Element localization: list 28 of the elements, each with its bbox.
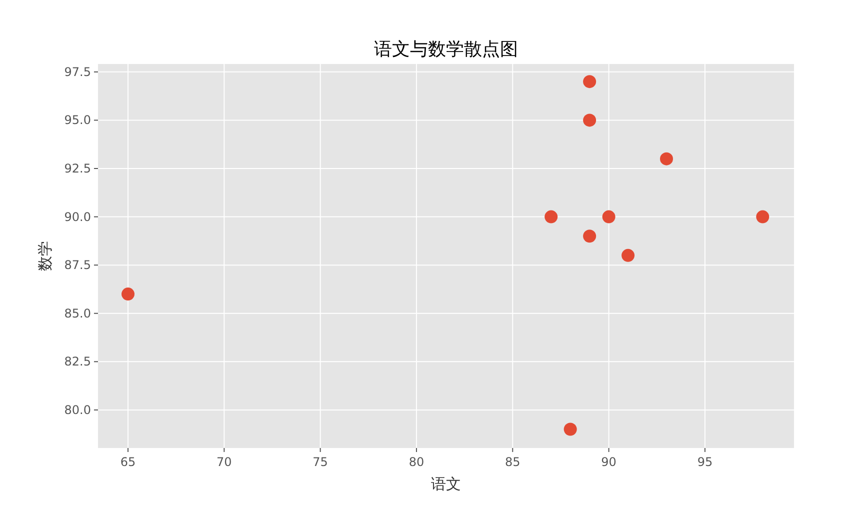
y-tick-label: 85.0 bbox=[64, 306, 91, 320]
y-tick-label: 90.0 bbox=[64, 210, 91, 224]
point bbox=[544, 210, 558, 224]
point bbox=[564, 422, 577, 436]
point bbox=[622, 248, 635, 262]
point bbox=[756, 210, 770, 224]
point bbox=[583, 114, 596, 127]
y-tick-label: 80.0 bbox=[64, 402, 91, 417]
x-tick-label: 80 bbox=[408, 455, 424, 469]
y-tick-label: 82.5 bbox=[64, 354, 91, 369]
x-tick-label: 95 bbox=[697, 455, 713, 469]
x-tick-label: 65 bbox=[120, 455, 136, 469]
point bbox=[583, 75, 596, 88]
chart-title: 语文与数学散点图 bbox=[374, 39, 518, 60]
point bbox=[583, 230, 596, 243]
x-tick-label: 85 bbox=[505, 455, 520, 469]
point bbox=[602, 210, 616, 224]
x-tick-label: 90 bbox=[601, 455, 616, 469]
x-tick-label: 75 bbox=[312, 455, 328, 469]
point bbox=[122, 288, 134, 301]
x-axis-title: 语文 bbox=[431, 475, 461, 493]
y-axis-title: 数学 bbox=[36, 241, 54, 271]
y-tick-label: 87.5 bbox=[64, 258, 91, 272]
point bbox=[660, 152, 673, 166]
y-tick-label: 97.5 bbox=[64, 64, 91, 79]
x-tick-label: 70 bbox=[216, 455, 232, 469]
y-tick-label: 95.0 bbox=[64, 113, 91, 128]
y-tick-label: 92.5 bbox=[64, 162, 91, 176]
